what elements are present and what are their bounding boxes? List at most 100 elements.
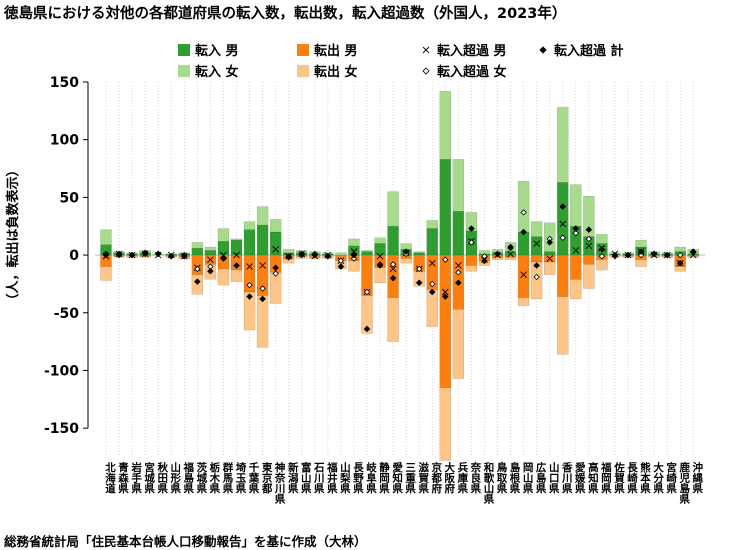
bar-in-female — [674, 246, 686, 252]
x-tick-label: 青森県 — [117, 461, 129, 494]
bar-out-female — [361, 295, 373, 334]
marker-net-female — [350, 255, 358, 262]
legend-item: 転出 男 — [297, 43, 358, 59]
x-tick-label: 埼玉県 — [235, 461, 247, 494]
bar-out-female — [348, 260, 360, 272]
marker-net-male — [220, 251, 227, 259]
x-axis-labels: 北海道 青森県 岩手県 宮城県 秋田県 山形県 福島県 茨城県 栃木県 群馬県 埼玉県 千葉県 東京都神… — [104, 461, 703, 505]
y-tick-label: 50 — [60, 190, 80, 206]
bar-in-male — [217, 241, 230, 256]
bar-in-female — [426, 220, 438, 229]
bar-out-female — [491, 257, 504, 260]
marker-net-male — [389, 265, 397, 273]
bar-in-female — [217, 228, 230, 242]
marker-net-total — [128, 251, 136, 259]
bar-in-female — [530, 221, 543, 237]
marker-net-female — [585, 235, 593, 243]
bar-out-male — [465, 254, 478, 266]
source-note: 総務省統計局「住民基本台帳人口移動報告」を基に作成（大林） — [4, 534, 367, 549]
x-tick-label: 石川県 — [313, 462, 325, 494]
bar-in-male — [530, 236, 543, 256]
marker-net-male — [350, 248, 358, 255]
marker-net-total — [650, 250, 658, 258]
marker-net-total — [167, 252, 175, 260]
marker-net-male — [259, 262, 266, 269]
bar-out-male — [530, 254, 543, 263]
legend-swatch — [178, 44, 190, 56]
legend-item: 転入超過 計 — [539, 43, 624, 59]
bar-out-female — [269, 272, 282, 304]
marker-net-total — [350, 251, 358, 259]
marker-net-total — [428, 288, 436, 296]
legend-item: 転入超過 男 — [422, 43, 507, 59]
bar-out-female — [687, 256, 699, 258]
chart-title: 徳島県における対他の各都道府県の転入数，転出数，転入超過数（外国人，2023年） — [4, 6, 567, 22]
bar-in-male — [413, 252, 425, 256]
bar-in-female — [570, 184, 582, 227]
x-tick-label: 宮崎県 — [665, 461, 677, 494]
bar-out-female — [517, 297, 530, 307]
bar-out-female — [400, 258, 412, 264]
marker-net-total — [624, 251, 632, 259]
bar-in-male — [191, 247, 204, 256]
bar-in-female — [204, 246, 217, 251]
x-tick-label: 兵庫県 — [456, 461, 468, 494]
x-tick-label: 高知県 — [587, 461, 599, 494]
bar-in-female — [256, 206, 269, 226]
marker-net-female — [429, 280, 436, 288]
marker-net-male — [441, 288, 449, 296]
x-tick-label: 大阪府 — [443, 461, 455, 494]
marker-net-total — [102, 251, 110, 259]
marker-net-total — [311, 251, 319, 259]
legend-open-diamond — [422, 67, 430, 75]
bar-out-female — [387, 297, 399, 342]
marker-net-male — [559, 220, 567, 228]
bar-out-female — [374, 267, 386, 283]
marker-net-female — [416, 265, 423, 273]
marker-net-female — [520, 209, 527, 216]
x-tick-label: 福井県 — [326, 461, 338, 494]
bar-in-male — [387, 226, 399, 256]
bar-out-male — [517, 254, 530, 298]
x-tick-label: 岩手県 — [130, 461, 142, 494]
bar-out-female — [530, 261, 543, 300]
legend-filled-diamond — [539, 46, 547, 54]
marker-net-male — [428, 259, 436, 267]
marker-net-female — [442, 256, 449, 263]
marker-net-male — [376, 252, 384, 260]
marker-net-male — [533, 240, 540, 247]
marker-net-total — [154, 250, 162, 258]
marker-net-total — [611, 251, 619, 259]
x-tick-label: 福島県 — [182, 461, 194, 494]
x-tick-label: 福岡県 — [600, 461, 612, 494]
legend-label: 転出 男 — [314, 43, 358, 59]
bar-out-female — [439, 387, 451, 461]
bar-out-female — [635, 259, 647, 267]
bar-in-male — [426, 228, 438, 256]
bar-in-female — [452, 159, 465, 212]
marker-net-total — [585, 226, 593, 234]
bar-in-female — [439, 91, 451, 160]
legend-label: 転入超過 計 — [554, 43, 624, 59]
marker-net-total — [376, 262, 384, 269]
x-tick-label: 山口県 — [548, 461, 560, 494]
x-tick-label: 奈良県 — [469, 461, 481, 494]
x-tick-label: 茨城県 — [195, 461, 207, 494]
bar-out-female — [570, 279, 582, 300]
bar-in-male — [204, 250, 217, 256]
bar-in-male — [557, 182, 569, 256]
x-tick-label: 滋賀県 — [417, 461, 429, 494]
marker-net-female — [389, 261, 397, 268]
y-axis: -150 -100 -50 0 50 100 150 — [44, 75, 89, 437]
x-tick-label: 富山県 — [300, 461, 312, 494]
bar-in-male — [517, 231, 530, 256]
x-tick-label: 熊本県 — [639, 461, 651, 494]
x-tick-label: 山形県 — [169, 461, 181, 494]
bar-out-male — [583, 254, 595, 265]
legend-item: 転入超過 女 — [422, 64, 507, 80]
x-tick-label: 大分県 — [652, 461, 664, 494]
bar-in-female — [635, 239, 647, 248]
bar-in-female — [191, 242, 204, 249]
